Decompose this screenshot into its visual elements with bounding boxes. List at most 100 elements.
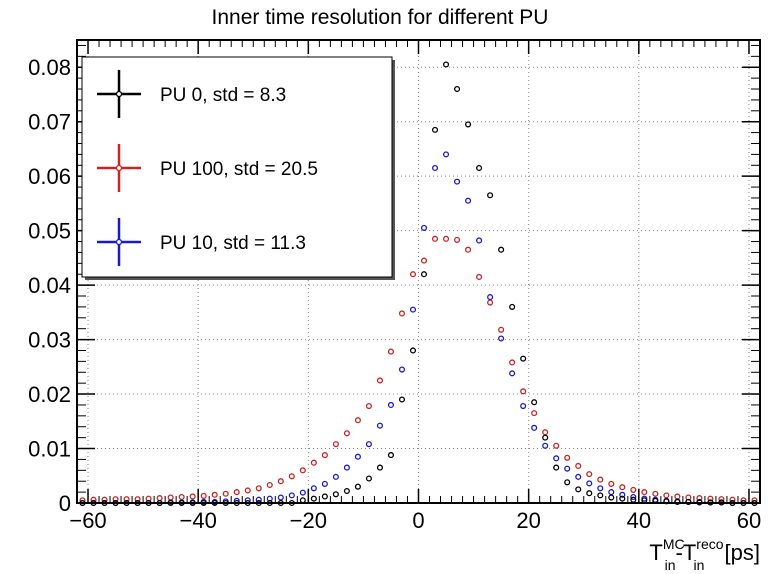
data-point <box>123 496 130 503</box>
data-point <box>476 273 483 280</box>
data-point <box>299 489 306 496</box>
data-point <box>332 491 339 498</box>
legend-marker-dot <box>115 238 123 246</box>
data-point <box>222 490 229 497</box>
data-point <box>597 485 604 492</box>
data-point <box>299 467 306 474</box>
data-point <box>575 462 582 470</box>
y-tick-label: 0.02 <box>28 382 71 407</box>
x-axis-label: TMC in-Treco in [ps] <box>649 536 760 573</box>
data-point <box>321 452 328 459</box>
data-point <box>531 399 538 406</box>
data-point <box>277 478 284 485</box>
data-point <box>332 441 339 448</box>
data-point <box>564 465 571 472</box>
data-point <box>465 246 472 253</box>
data-point <box>553 442 560 449</box>
data-point <box>288 473 295 480</box>
data-point <box>509 303 516 310</box>
data-point <box>619 484 626 491</box>
data-point <box>608 494 615 501</box>
x-tick-label: 20 <box>516 508 540 533</box>
legend: PU 0, std = 8.3 PU 100, std = 20.5 PU 10, … <box>81 56 395 280</box>
data-point <box>431 164 439 172</box>
data-point <box>266 481 273 489</box>
y-tick-label: 0.08 <box>28 55 71 80</box>
data-point <box>365 402 372 410</box>
y-tick-label: 0.05 <box>28 219 71 244</box>
data-point <box>211 491 218 498</box>
data-point <box>498 326 505 333</box>
data-point <box>376 377 383 384</box>
data-point <box>487 192 494 199</box>
data-point <box>509 370 516 377</box>
data-point <box>630 493 637 501</box>
data-point <box>685 498 692 505</box>
data-point <box>365 441 372 448</box>
data-point <box>255 485 262 492</box>
y-tick-label: 0.03 <box>28 328 71 353</box>
data-point <box>310 495 317 502</box>
data-point <box>465 197 472 204</box>
data-point <box>454 85 461 93</box>
data-point <box>310 485 317 492</box>
data-point <box>321 480 328 487</box>
data-point <box>442 61 450 68</box>
data-point <box>442 151 450 158</box>
data-point <box>531 410 538 417</box>
data-point <box>409 271 417 278</box>
data-point <box>376 464 383 471</box>
data-point <box>112 496 119 503</box>
data-point <box>465 121 472 128</box>
data-point <box>542 434 549 441</box>
data-point <box>442 235 450 242</box>
data-point <box>586 490 593 497</box>
data-point <box>200 492 207 499</box>
data-point <box>652 490 659 497</box>
x-tick-label: −20 <box>290 508 327 533</box>
data-point <box>354 483 361 490</box>
y-tick-label: 0.06 <box>28 164 71 189</box>
legend-marker-dot <box>115 90 123 98</box>
data-point <box>597 476 604 483</box>
data-point <box>387 452 395 459</box>
data-point <box>575 486 582 493</box>
data-point <box>409 306 417 313</box>
y-tick-label: 0.01 <box>28 437 71 462</box>
data-point <box>553 464 560 471</box>
data-point <box>608 480 615 487</box>
data-point <box>420 257 428 264</box>
data-point <box>398 366 406 373</box>
data-point <box>310 459 317 466</box>
data-point <box>420 224 428 231</box>
data-point <box>398 396 406 403</box>
data-point <box>641 489 648 496</box>
data-point <box>564 454 571 461</box>
data-point <box>454 236 461 243</box>
data-point <box>343 430 350 437</box>
legend-marker-dot <box>115 164 123 172</box>
data-point <box>630 486 637 493</box>
data-point <box>354 417 361 424</box>
y-tick-label: 0 <box>59 491 71 516</box>
legend-entry-label: PU 100, std = 20.5 <box>160 159 318 180</box>
data-point <box>498 246 505 253</box>
data-point <box>134 496 141 503</box>
data-point <box>564 479 571 486</box>
data-point <box>387 348 395 355</box>
axis-ticks: −60 −40 −20 0 20 40 60 0 0.01 0.02 0.03 0.04 0.05 0.0… <box>28 40 761 533</box>
data-point <box>597 492 604 499</box>
data-point <box>420 271 428 278</box>
data-point <box>288 492 295 499</box>
data-point <box>520 388 527 395</box>
x-tick-label: 60 <box>737 508 761 533</box>
data-point <box>553 455 560 462</box>
legend-entry-label: PU 0, std = 8.3 <box>160 85 286 106</box>
y-tick-label: 0.07 <box>28 110 71 135</box>
data-point <box>244 487 251 494</box>
x-tick-label: −60 <box>69 508 106 533</box>
data-point <box>398 310 406 317</box>
data-point <box>542 442 549 449</box>
data-point <box>674 498 681 505</box>
